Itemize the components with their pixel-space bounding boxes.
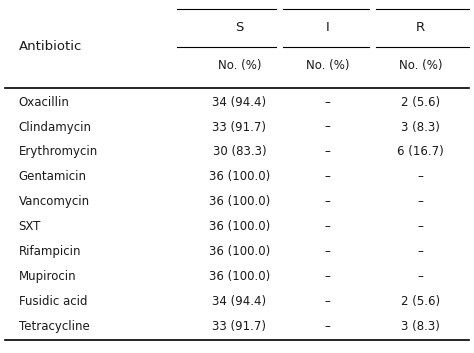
Text: 33 (91.7): 33 (91.7) — [212, 120, 266, 133]
Text: 30 (83.3): 30 (83.3) — [212, 145, 266, 158]
Text: SXT: SXT — [18, 220, 41, 233]
Text: I: I — [326, 21, 329, 34]
Text: 33 (91.7): 33 (91.7) — [212, 320, 266, 333]
Text: –: – — [325, 195, 330, 208]
Text: –: – — [325, 170, 330, 183]
Text: S: S — [235, 21, 244, 34]
Text: –: – — [325, 145, 330, 158]
Text: 2 (5.6): 2 (5.6) — [401, 295, 440, 308]
Text: Oxacillin: Oxacillin — [18, 96, 70, 109]
Text: 2 (5.6): 2 (5.6) — [401, 96, 440, 109]
Text: –: – — [325, 96, 330, 109]
Text: No. (%): No. (%) — [399, 59, 442, 72]
Text: –: – — [325, 120, 330, 133]
Text: 6 (16.7): 6 (16.7) — [397, 145, 444, 158]
Text: 36 (100.0): 36 (100.0) — [209, 220, 270, 233]
Text: Gentamicin: Gentamicin — [18, 170, 87, 183]
Text: Rifampicin: Rifampicin — [18, 245, 81, 258]
Text: 36 (100.0): 36 (100.0) — [209, 270, 270, 283]
Text: Antibiotic: Antibiotic — [18, 40, 82, 53]
Text: Mupirocin: Mupirocin — [18, 270, 76, 283]
Text: –: – — [418, 270, 423, 283]
Text: –: – — [418, 195, 423, 208]
Text: –: – — [418, 220, 423, 233]
Text: 34 (94.4): 34 (94.4) — [212, 295, 266, 308]
Text: –: – — [325, 295, 330, 308]
Text: Clindamycin: Clindamycin — [18, 120, 91, 133]
Text: –: – — [418, 245, 423, 258]
Text: 3 (8.3): 3 (8.3) — [401, 120, 440, 133]
Text: –: – — [325, 320, 330, 333]
Text: 36 (100.0): 36 (100.0) — [209, 170, 270, 183]
Text: 36 (100.0): 36 (100.0) — [209, 195, 270, 208]
Text: –: – — [418, 170, 423, 183]
Text: Tetracycline: Tetracycline — [18, 320, 90, 333]
Text: No. (%): No. (%) — [218, 59, 261, 72]
Text: Fusidic acid: Fusidic acid — [18, 295, 87, 308]
Text: R: R — [416, 21, 425, 34]
Text: 3 (8.3): 3 (8.3) — [401, 320, 440, 333]
Text: –: – — [325, 220, 330, 233]
Text: No. (%): No. (%) — [306, 59, 349, 72]
Text: Vancomycin: Vancomycin — [18, 195, 90, 208]
Text: 36 (100.0): 36 (100.0) — [209, 245, 270, 258]
Text: –: – — [325, 270, 330, 283]
Text: –: – — [325, 245, 330, 258]
Text: Erythromycin: Erythromycin — [18, 145, 98, 158]
Text: 34 (94.4): 34 (94.4) — [212, 96, 266, 109]
